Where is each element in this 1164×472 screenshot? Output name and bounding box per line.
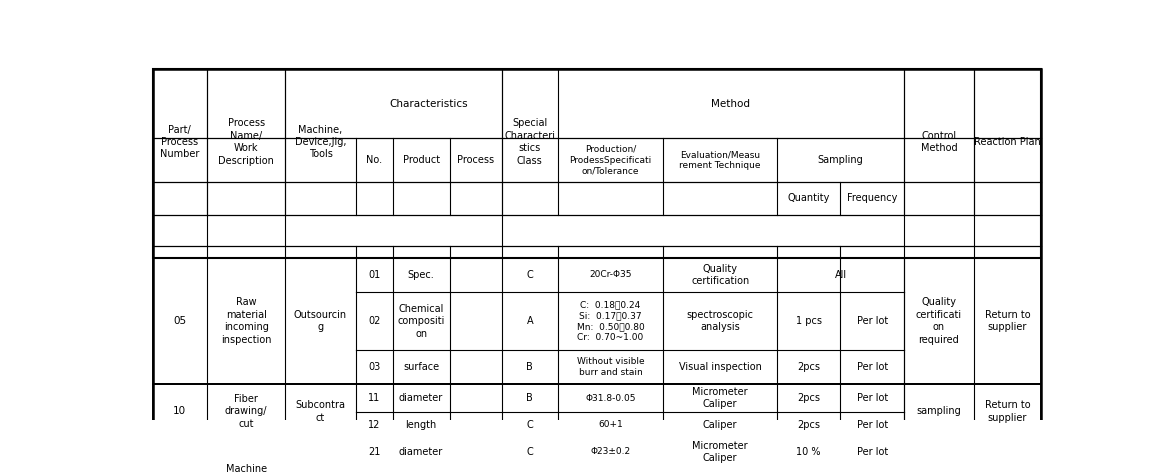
Text: 12: 12 [368, 420, 381, 430]
Text: Visual inspection: Visual inspection [679, 362, 761, 372]
Text: C:  0.18～0.24
Si:  0.17～0.37
Mn:  0.50～0.80
Cr:  0.70~1.00: C: 0.18～0.24 Si: 0.17～0.37 Mn: 0.50～0.80… [576, 300, 645, 342]
Text: No.: No. [367, 155, 382, 165]
Text: Evaluation/Measu
rement Technique: Evaluation/Measu rement Technique [680, 150, 761, 170]
Text: Method: Method [711, 99, 751, 109]
Text: length: length [405, 420, 436, 430]
Text: Subcontra
ct: Subcontra ct [296, 400, 346, 422]
Text: Process
Name/
Work
Description: Process Name/ Work Description [218, 118, 274, 166]
Text: Chemical
compositi
on: Chemical compositi on [397, 304, 445, 338]
Text: 1 pcs: 1 pcs [795, 316, 822, 326]
Text: Per lot: Per lot [857, 393, 888, 403]
Text: A: A [526, 316, 533, 326]
Text: Control
Method: Control Method [921, 131, 957, 153]
Bar [152, 385, 1042, 438]
Bar [152, 438, 1042, 472]
Text: Spec.: Spec. [407, 270, 434, 280]
Text: 05: 05 [173, 316, 186, 326]
Text: spectroscopic
analysis: spectroscopic analysis [687, 310, 753, 332]
Text: 02: 02 [368, 316, 381, 326]
Text: Quality
certification: Quality certification [691, 264, 750, 286]
Text: Process: Process [457, 155, 495, 165]
Text: Sampling: Sampling [817, 155, 864, 165]
Text: C: C [526, 447, 533, 457]
Text: Special
Characteri
stics
Class: Special Characteri stics Class [504, 118, 555, 166]
Text: 03: 03 [368, 362, 381, 372]
Text: Quantity: Quantity [787, 194, 830, 203]
Text: B: B [526, 393, 533, 403]
Text: Per lot: Per lot [857, 420, 888, 430]
Text: 20Cr-Φ35: 20Cr-Φ35 [589, 270, 632, 279]
Text: Micrometer
Caliper: Micrometer Caliper [693, 387, 748, 409]
Text: Production/
ProdessSpecificati
on/Tolerance: Production/ ProdessSpecificati on/Tolera… [569, 144, 652, 176]
Text: diameter: diameter [399, 447, 443, 457]
Text: Return to
supplier: Return to supplier [985, 310, 1030, 332]
Text: 2pcs: 2pcs [797, 362, 821, 372]
Text: 10 %: 10 % [796, 447, 821, 457]
Text: 11: 11 [368, 393, 381, 403]
Text: All: All [835, 270, 846, 280]
Text: 10: 10 [173, 406, 186, 416]
Text: Φ23±0.2: Φ23±0.2 [590, 447, 631, 456]
Text: Quality
certificati
on
required: Quality certificati on required [916, 297, 961, 345]
Bar [152, 258, 1042, 385]
Text: 21: 21 [368, 447, 381, 457]
Text: Caliper: Caliper [703, 420, 737, 430]
Text: 60+1: 60+1 [598, 421, 623, 430]
Text: Frequency: Frequency [847, 194, 897, 203]
Text: 01: 01 [368, 270, 381, 280]
Text: surface: surface [403, 362, 439, 372]
Text: C: C [526, 420, 533, 430]
Text: Per lot: Per lot [857, 362, 888, 372]
Text: Fiber
drawing/
cut: Fiber drawing/ cut [225, 394, 268, 429]
Text: B: B [526, 362, 533, 372]
Text: C: C [526, 270, 533, 280]
Bar [152, 69, 1042, 258]
Text: Return to
supplier: Return to supplier [985, 400, 1030, 422]
Text: sampling: sampling [916, 406, 961, 416]
Text: Part/
Process
Number: Part/ Process Number [161, 125, 199, 160]
Text: Characteristics: Characteristics [390, 99, 468, 109]
Text: 2pcs: 2pcs [797, 420, 821, 430]
Text: Product: Product [403, 155, 440, 165]
Text: Φ31.8-0.05: Φ31.8-0.05 [585, 394, 636, 403]
Text: Machine
the two
ends: Machine the two ends [226, 464, 267, 472]
Text: Machine,
Device,Jig,
Tools: Machine, Device,Jig, Tools [294, 125, 346, 160]
Text: Without visible
burr and stain: Without visible burr and stain [576, 357, 645, 378]
Text: Micrometer
Caliper: Micrometer Caliper [693, 441, 748, 463]
Text: Per lot: Per lot [857, 447, 888, 457]
Text: diameter: diameter [399, 393, 443, 403]
Text: Per lot: Per lot [857, 316, 888, 326]
Text: Reaction Plan: Reaction Plan [974, 137, 1041, 147]
Text: Raw
material
incoming
inspection: Raw material incoming inspection [221, 297, 271, 345]
Text: Outsourcin
g: Outsourcin g [294, 310, 347, 332]
Text: 2pcs: 2pcs [797, 393, 821, 403]
